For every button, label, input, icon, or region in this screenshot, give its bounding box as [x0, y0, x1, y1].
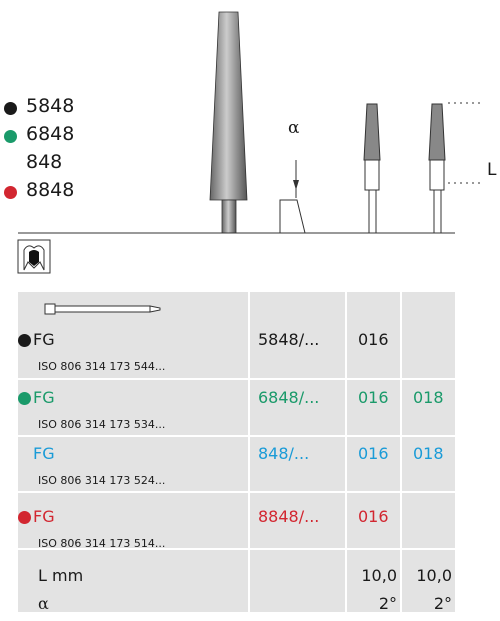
- length-label: L: [487, 160, 497, 180]
- column-divider: [248, 292, 250, 612]
- row-size: 016: [358, 388, 389, 407]
- row-dot: [18, 392, 31, 405]
- footer-value: 10,0: [416, 566, 452, 585]
- angle-label: α: [288, 118, 300, 138]
- table-row-bg: [18, 550, 455, 612]
- column-divider: [400, 292, 402, 612]
- row-type: FG: [33, 388, 55, 407]
- row-size: 018: [413, 444, 444, 463]
- row-size: 016: [358, 444, 389, 463]
- footer-value: 10,0: [361, 566, 397, 585]
- legend-label: 6848: [26, 123, 75, 145]
- row-type: FG: [33, 444, 55, 463]
- shank-icon: [44, 300, 164, 315]
- legend-label: 8848: [26, 179, 75, 201]
- footer-label: α: [38, 594, 49, 613]
- row-size: 018: [413, 388, 444, 407]
- legend-label: 5848: [26, 95, 75, 117]
- row-iso: ISO 806 314 173 514...: [38, 537, 166, 550]
- row-ref: 5848/...: [258, 330, 320, 349]
- footer-value: 2°: [433, 594, 452, 613]
- row-iso: ISO 806 314 173 534...: [38, 418, 166, 431]
- row-size: 016: [358, 330, 389, 349]
- footer-label: L mm: [38, 566, 84, 585]
- legend-dot: [4, 130, 17, 143]
- row-type: FG: [33, 507, 55, 526]
- row-iso: ISO 806 314 173 524...: [38, 474, 166, 487]
- row-type: FG: [33, 330, 55, 349]
- table-row-bg: [18, 380, 455, 435]
- legend-label: 848: [26, 151, 63, 173]
- row-size: 016: [358, 507, 389, 526]
- footer-value: 2°: [378, 594, 397, 613]
- row-iso: ISO 806 314 173 544...: [38, 360, 166, 373]
- column-divider: [345, 292, 347, 612]
- legend-dot: [4, 102, 17, 115]
- row-ref: 8848/...: [258, 507, 320, 526]
- table-row-bg: [18, 437, 455, 491]
- table-row-bg: [18, 493, 455, 548]
- bur-drawing: [17, 11, 482, 274]
- row-ref: 6848/...: [258, 388, 320, 407]
- row-dot: [18, 334, 31, 347]
- row-dot: [18, 511, 31, 524]
- row-ref: 848/...: [258, 444, 310, 463]
- legend-dot: [4, 186, 17, 199]
